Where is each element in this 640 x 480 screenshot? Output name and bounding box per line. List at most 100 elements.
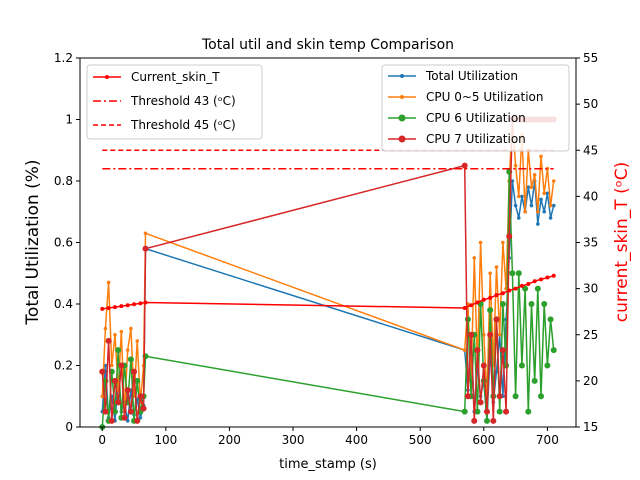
data-point-cpu-7-utilization [105,337,112,344]
plot-series-layer [99,116,557,430]
data-point-cpu-0-5-utilization [494,265,499,269]
data-point-cpu-0-5-utilization [478,240,483,245]
legend-left: Current_skin_T Threshold 43 (ᵒC) Threshold… [86,64,263,140]
data-point-cpu-0-5-utilization [542,191,547,196]
data-point-cpu-0-5-utilization [125,348,130,352]
legend-label-threshold-43: Threshold 43 (ᵒC) [130,94,236,108]
data-point-current-skin-t [106,305,111,310]
legend-marker-total-utilization [400,74,404,78]
legend-label-cpu-0-5-utilization: CPU 0~5 Utilization [426,90,543,104]
data-point-cpu-7-utilization [468,331,475,338]
data-point-cpu-6-utilization [528,301,535,307]
data-point-cpu-7-utilization [499,347,506,354]
data-point-cpu-0-5-utilization [516,194,521,199]
data-point-cpu-6-utilization [550,347,557,354]
y-tick-label: 0.2 [54,359,73,373]
data-point-cpu-7-utilization [464,393,471,400]
data-point-current-skin-t [112,305,117,310]
data-point-cpu-6-utilization [525,408,532,415]
x-tick-label: 400 [345,433,368,447]
data-point-cpu-7-utilization [483,408,490,415]
data-point-current-skin-t [507,288,512,293]
data-point-total-utilization [526,185,531,189]
data-point-cpu-0-5-utilization [513,163,518,168]
data-point-current-skin-t [138,301,143,306]
series-line-cpu-6-utilization [101,171,555,428]
data-point-total-utilization [513,203,518,208]
data-point-cpu-6-utilization [496,408,503,415]
legend-left-box [86,64,263,140]
legends-layer: Current_skin_T Threshold 43 (ᵒC) Threshold… [86,64,570,152]
data-point-cpu-6-utilization [127,356,134,363]
data-point-cpu-7-utilization [490,417,497,424]
data-point-cpu-6-utilization [111,408,118,415]
series-line-current-skin-t [102,274,554,310]
data-point-cpu-7-utilization [461,162,468,169]
y2-tick-label: 55 [583,51,598,65]
data-point-cpu-6-utilization [544,362,551,369]
data-point-cpu-7-utilization [99,368,106,375]
data-point-cpu-6-utilization [483,417,490,424]
y-tick-label: 0.6 [54,236,73,250]
x-tick-label: 0 [98,433,106,447]
data-point-cpu-6-utilization [461,408,468,415]
data-point-total-utilization [510,179,515,183]
data-point-current-skin-t [462,305,467,310]
data-point-total-utilization [529,203,534,208]
data-point-cpu-0-5-utilization [523,209,527,214]
legend-item-threshold-45: Threshold 45 (ᵒC) [93,118,236,132]
data-point-total-utilization [551,203,556,208]
data-point-cpu-7-utilization [487,331,494,338]
y-tick-label: 1 [65,113,73,127]
data-point-cpu-0-5-utilization [135,339,140,343]
data-point-cpu-6-utilization [538,393,545,400]
data-point-cpu-6-utilization [547,316,554,323]
data-point-cpu-0-5-utilization [129,326,133,331]
legend-item-current-skin-t: Current_skin_T [93,70,220,84]
data-point-cpu-0-5-utilization [106,280,111,285]
data-point-cpu-7-utilization [131,368,138,375]
data-point-cpu-0-5-utilization [472,256,477,260]
data-point-cpu-7-utilization [124,387,131,394]
data-point-cpu-7-utilization [474,347,481,354]
y2-tick-label: 15 [583,420,598,434]
data-point-cpu-7-utilization [477,399,484,406]
y-tick-label: 1.2 [54,51,73,65]
data-point-cpu-7-utilization [121,414,128,421]
data-point-current-skin-t [532,279,537,284]
data-point-current-skin-t [494,293,499,298]
data-point-cpu-7-utilization [142,245,149,252]
data-point-current-skin-t [526,282,531,287]
data-point-cpu-6-utilization [534,285,541,292]
data-point-cpu-0-5-utilization [497,332,502,337]
data-point-current-skin-t [500,291,505,296]
data-point-cpu-0-5-utilization [529,185,534,189]
data-point-cpu-6-utilization [499,301,506,307]
data-point-cpu-0-5-utilization [109,363,114,368]
x-tick-label: 300 [282,433,305,447]
data-point-cpu-6-utilization [531,377,538,384]
data-point-cpu-0-5-utilization [501,240,505,245]
y-tick-label: 0.8 [54,174,73,188]
data-point-cpu-0-5-utilization [103,326,108,331]
data-point-cpu-0-5-utilization [481,332,486,337]
series-current-skin-t [100,273,556,311]
x-tick-label: 600 [472,433,495,447]
data-point-total-utilization [542,209,547,214]
data-point-cpu-6-utilization [142,353,149,360]
data-point-cpu-0-5-utilization [143,231,148,236]
data-point-cpu-0-5-utilization [539,154,543,159]
legend-right-box [381,64,570,152]
legend-label-current-skin-t: Current_skin_T [131,70,220,84]
data-point-current-skin-t [143,300,148,305]
legend-item-cpu-6-utilization: CPU 6 Utilization [388,111,526,125]
data-point-current-skin-t [100,306,105,311]
x-tick-label: 500 [409,433,432,447]
data-point-current-skin-t [119,304,124,309]
data-point-cpu-0-5-utilization [545,166,550,171]
data-point-cpu-7-utilization [471,417,478,424]
data-point-cpu-6-utilization [134,377,141,384]
data-point-cpu-7-utilization [108,417,115,424]
data-point-cpu-7-utilization [102,408,109,415]
data-point-current-skin-t [469,303,474,308]
